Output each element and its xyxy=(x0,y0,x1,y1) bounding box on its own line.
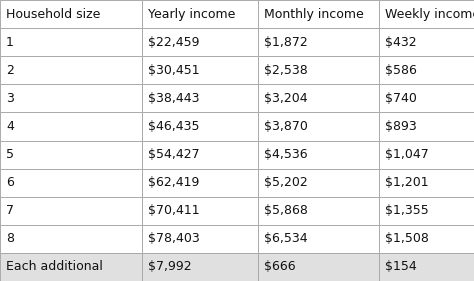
Bar xyxy=(0,253,142,281)
Text: $1,872: $1,872 xyxy=(264,36,308,49)
Bar xyxy=(142,197,258,225)
Bar xyxy=(379,225,474,253)
Text: $5,868: $5,868 xyxy=(264,204,309,217)
Text: $70,411: $70,411 xyxy=(148,204,200,217)
Bar xyxy=(258,225,379,253)
Text: 2: 2 xyxy=(6,64,14,77)
Text: $22,459: $22,459 xyxy=(148,36,200,49)
Text: 7: 7 xyxy=(6,204,14,217)
Text: $3,870: $3,870 xyxy=(264,120,309,133)
Text: 1: 1 xyxy=(6,36,14,49)
Bar xyxy=(0,140,142,169)
Text: $1,047: $1,047 xyxy=(385,148,429,161)
Bar xyxy=(258,0,379,28)
Bar xyxy=(0,0,142,28)
Text: $1,355: $1,355 xyxy=(385,204,429,217)
Text: $7,992: $7,992 xyxy=(148,260,192,273)
Text: 4: 4 xyxy=(6,120,14,133)
Text: $38,443: $38,443 xyxy=(148,92,200,105)
Text: $432: $432 xyxy=(385,36,417,49)
Bar xyxy=(258,56,379,84)
Text: $46,435: $46,435 xyxy=(148,120,200,133)
Text: $54,427: $54,427 xyxy=(148,148,200,161)
Bar xyxy=(142,0,258,28)
Bar xyxy=(142,84,258,112)
Text: Yearly income: Yearly income xyxy=(148,8,236,21)
Bar xyxy=(379,197,474,225)
Bar xyxy=(379,112,474,140)
Text: $3,204: $3,204 xyxy=(264,92,308,105)
Bar xyxy=(142,28,258,56)
Bar xyxy=(379,169,474,197)
Bar xyxy=(0,112,142,140)
Text: 5: 5 xyxy=(6,148,14,161)
Bar xyxy=(379,84,474,112)
Text: $30,451: $30,451 xyxy=(148,64,200,77)
Bar xyxy=(258,253,379,281)
Bar xyxy=(142,225,258,253)
Text: $1,508: $1,508 xyxy=(385,232,429,245)
Text: Household size: Household size xyxy=(6,8,100,21)
Text: $78,403: $78,403 xyxy=(148,232,200,245)
Bar xyxy=(142,56,258,84)
Text: Weekly income: Weekly income xyxy=(385,8,474,21)
Text: $2,538: $2,538 xyxy=(264,64,308,77)
Text: $5,202: $5,202 xyxy=(264,176,308,189)
Bar xyxy=(258,84,379,112)
Bar xyxy=(258,197,379,225)
Bar xyxy=(142,169,258,197)
Text: $1,201: $1,201 xyxy=(385,176,429,189)
Text: $666: $666 xyxy=(264,260,296,273)
Text: Monthly income: Monthly income xyxy=(264,8,364,21)
Text: Each additional: Each additional xyxy=(6,260,103,273)
Bar xyxy=(258,112,379,140)
Text: 3: 3 xyxy=(6,92,14,105)
Bar xyxy=(379,56,474,84)
Text: 8: 8 xyxy=(6,232,14,245)
Bar xyxy=(0,56,142,84)
Bar xyxy=(379,253,474,281)
Bar xyxy=(0,169,142,197)
Bar xyxy=(0,225,142,253)
Text: $4,536: $4,536 xyxy=(264,148,308,161)
Text: $586: $586 xyxy=(385,64,417,77)
Text: $154: $154 xyxy=(385,260,417,273)
Bar xyxy=(142,112,258,140)
Bar xyxy=(142,140,258,169)
Bar xyxy=(379,0,474,28)
Bar xyxy=(379,140,474,169)
Bar xyxy=(142,253,258,281)
Text: 6: 6 xyxy=(6,176,14,189)
Text: $740: $740 xyxy=(385,92,417,105)
Bar xyxy=(258,140,379,169)
Text: $62,419: $62,419 xyxy=(148,176,200,189)
Text: $893: $893 xyxy=(385,120,417,133)
Text: $6,534: $6,534 xyxy=(264,232,308,245)
Bar xyxy=(0,28,142,56)
Bar xyxy=(379,28,474,56)
Bar xyxy=(258,28,379,56)
Bar xyxy=(0,84,142,112)
Bar xyxy=(0,197,142,225)
Bar xyxy=(258,169,379,197)
